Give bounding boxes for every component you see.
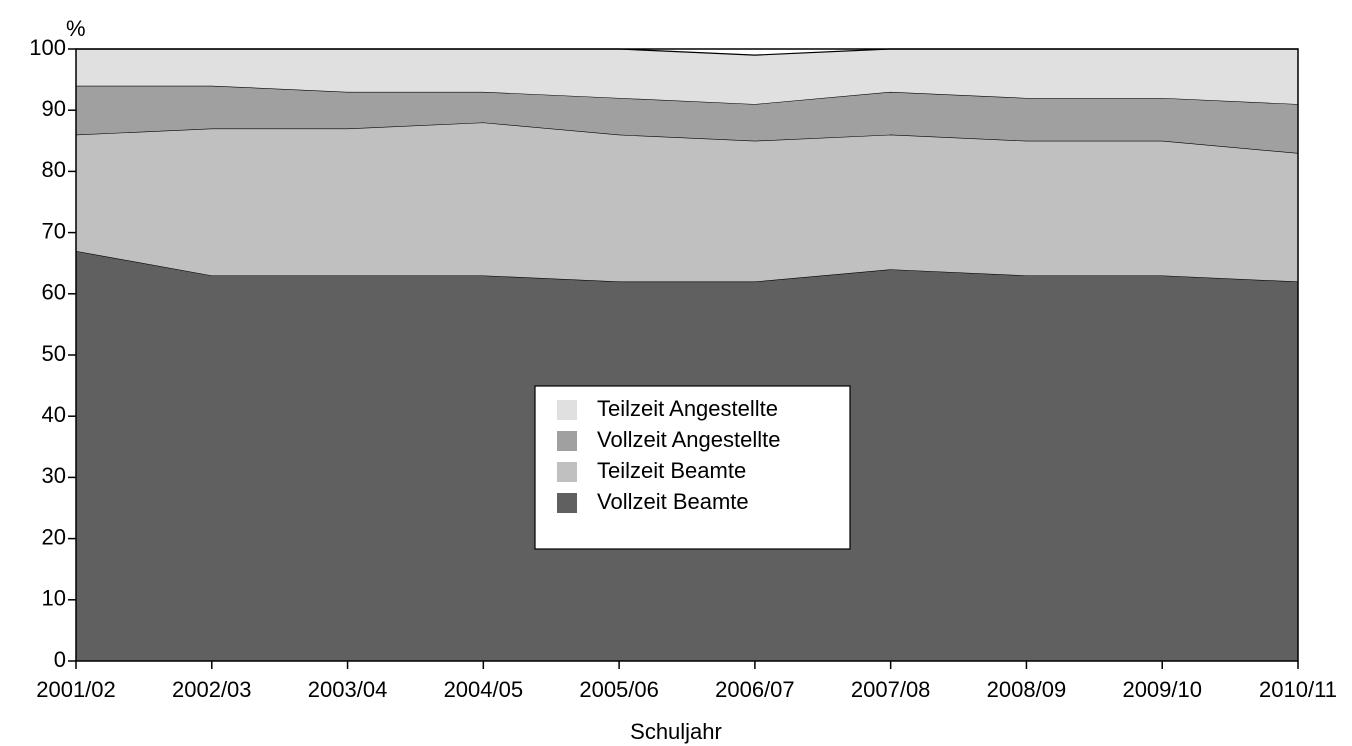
y-tick-label: 0 <box>54 647 66 672</box>
y-axis-label: % <box>66 16 86 41</box>
x-tick-label: 2008/09 <box>987 677 1067 702</box>
legend-label: Teilzeit Beamte <box>597 458 746 483</box>
x-tick-label: 2007/08 <box>851 677 931 702</box>
legend-label: Vollzeit Angestellte <box>597 427 780 452</box>
y-tick-label: 90 <box>42 96 66 121</box>
area <box>76 122 1298 282</box>
legend-swatch <box>557 493 577 513</box>
y-tick-label: 80 <box>42 157 66 182</box>
y-tick-label: 20 <box>42 524 66 549</box>
legend-swatch <box>557 462 577 482</box>
y-tick-label: 100 <box>29 35 66 60</box>
legend-swatch <box>557 431 577 451</box>
area <box>76 49 1298 105</box>
x-tick-label: 2010/11 <box>1259 677 1337 702</box>
legend-box <box>534 385 851 550</box>
x-tick-label: 2006/07 <box>715 677 795 702</box>
y-tick-label: 70 <box>42 218 66 243</box>
area <box>76 85 1298 154</box>
x-tick-label: 2005/06 <box>579 677 659 702</box>
x-tick-label: 2001/02 <box>36 677 116 702</box>
x-axis-label: Schuljahr <box>630 719 722 744</box>
legend-swatch <box>557 400 577 420</box>
legend-label: Teilzeit Angestellte <box>597 396 778 421</box>
y-tick-label: 60 <box>42 280 66 305</box>
legend-label: Vollzeit Beamte <box>597 489 749 514</box>
x-tick-label: 2004/05 <box>444 677 524 702</box>
y-tick-label: 50 <box>42 341 66 366</box>
x-tick-label: 2009/10 <box>1122 677 1202 702</box>
y-tick-label: 10 <box>42 586 66 611</box>
x-tick-label: 2003/04 <box>308 677 388 702</box>
y-tick-label: 30 <box>42 463 66 488</box>
x-tick-label: 2002/03 <box>172 677 252 702</box>
y-tick-label: 40 <box>42 402 66 427</box>
